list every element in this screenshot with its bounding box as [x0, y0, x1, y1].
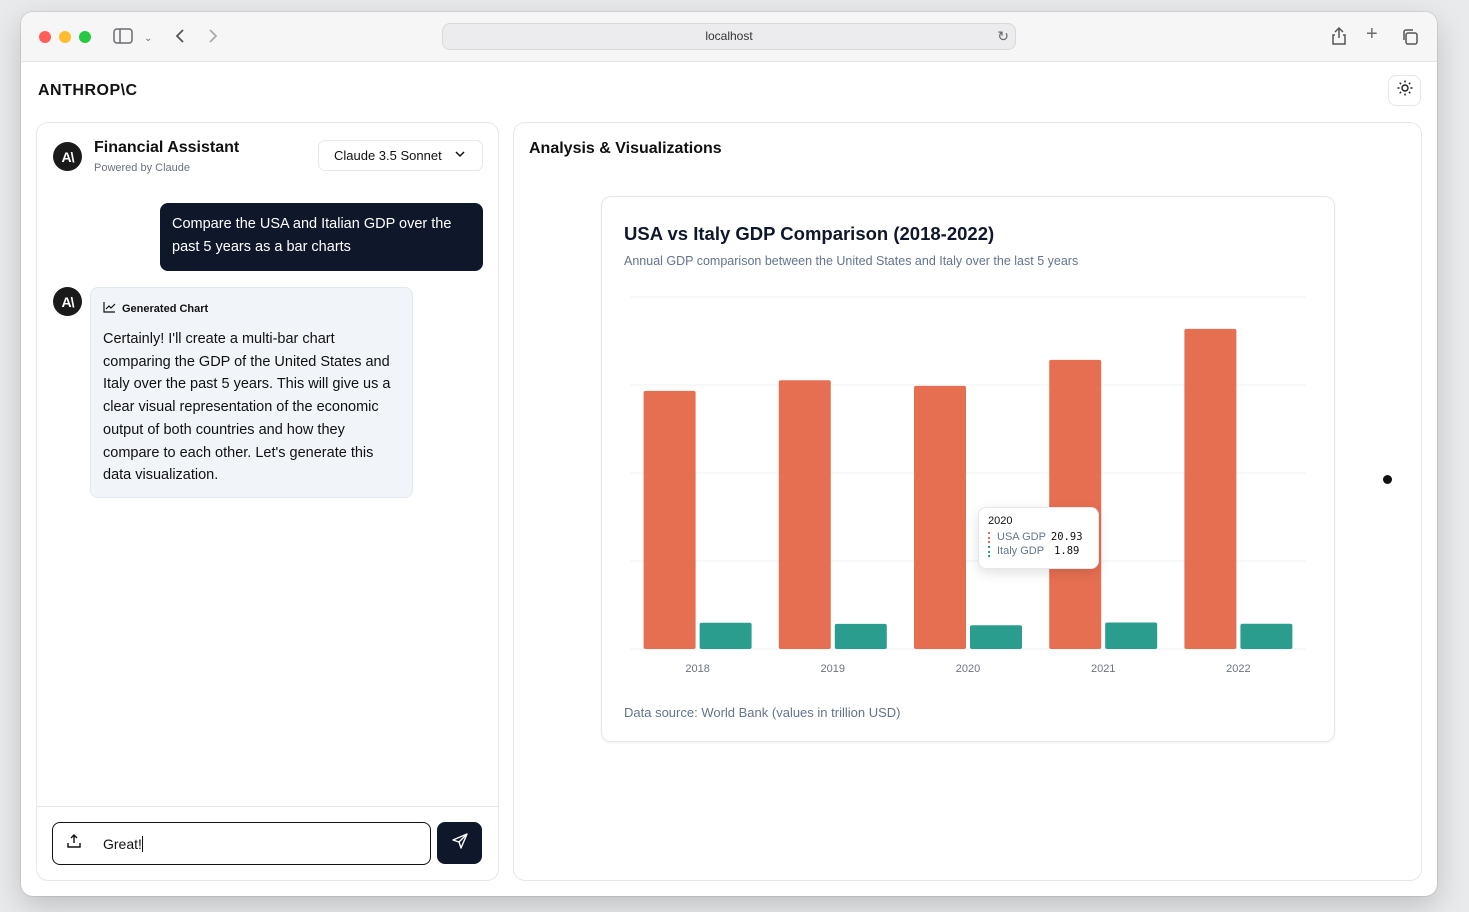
- assistant-subtitle: Powered by Claude: [94, 162, 191, 174]
- tooltip-category: 2020: [988, 515, 1013, 527]
- bar-usa-gdp-2021[interactable]: [1049, 359, 1102, 649]
- chart-subtitle: Annual GDP comparison between the United…: [624, 254, 1079, 268]
- chart-title: USA vs Italy GDP Comparison (2018-2022): [624, 223, 995, 244]
- assistant-message: Generated Chart Certainly! I'll create a…: [90, 287, 413, 498]
- chart-card: USA vs Italy GDP Comparison (2018-2022) …: [601, 196, 1335, 742]
- forward-icon[interactable]: [208, 28, 218, 48]
- tooltip-usa-name: USA GDP: [997, 531, 1046, 543]
- assistant-name: Financial Assistant: [94, 139, 240, 156]
- theme-toggle-button[interactable]: [1388, 75, 1421, 106]
- bar-usa-gdp-2020[interactable]: [914, 385, 966, 649]
- chevron-down-icon: [455, 141, 465, 170]
- message-input-value: Great!: [103, 836, 143, 852]
- bar-italy-gdp-2018[interactable]: [699, 622, 752, 649]
- tooltip-italy-value: 1.89: [1054, 545, 1080, 557]
- chevron-down-icon[interactable]: ⌄: [144, 33, 153, 44]
- bar-italy-gdp-2020[interactable]: [970, 625, 1022, 649]
- url-text: localhost: [705, 29, 753, 43]
- tooltip-italy-marker: [988, 545, 991, 557]
- sun-icon: [1397, 80, 1413, 101]
- cursor-dot: [1383, 475, 1392, 484]
- send-icon: [451, 832, 468, 854]
- tooltip-usa-value: 20.93: [1050, 531, 1083, 543]
- assistant-message-text: Certainly! I'll create a multi-bar chart…: [103, 331, 391, 484]
- minimize-window-button[interactable]: [59, 31, 71, 43]
- assistant-avatar: A\: [53, 142, 82, 171]
- composer-divider: [37, 806, 498, 807]
- anthropic-logo: ANTHROP\C: [38, 82, 138, 99]
- x-tick-label: 2020: [956, 663, 980, 675]
- sidebar-toggle-icon[interactable]: [113, 28, 133, 48]
- bar-usa-gdp-2022[interactable]: [1184, 328, 1237, 649]
- maximize-window-button[interactable]: [79, 31, 91, 43]
- new-tab-icon[interactable]: +: [1366, 23, 1378, 45]
- bar-italy-gdp-2022[interactable]: [1240, 623, 1293, 649]
- tab-overview-icon[interactable]: [1401, 28, 1419, 50]
- reload-icon[interactable]: ↻: [997, 28, 1009, 44]
- upload-icon[interactable]: [67, 834, 81, 852]
- model-select-value: Claude 3.5 Sonnet: [334, 148, 442, 163]
- bar-chart[interactable]: 2018 2019 2020 2021 2022: [602, 197, 1336, 697]
- model-select[interactable]: Claude 3.5 Sonnet: [318, 140, 483, 171]
- close-window-button[interactable]: [39, 31, 51, 43]
- browser-toolbar: ⌄ localhost ↻ +: [21, 12, 1437, 62]
- chart-tooltip: 2020 USA GDP 20.93 Italy GDP 1.89: [978, 507, 1099, 569]
- tooltip-row-usa: USA GDP 20.93: [988, 531, 1089, 543]
- bar-usa-gdp-2019[interactable]: [778, 380, 831, 649]
- chart-source: Data source: World Bank (values in trill…: [624, 705, 901, 720]
- bar-italy-gdp-2021[interactable]: [1105, 622, 1158, 649]
- chat-panel: A\ Financial Assistant Powered by Claude…: [36, 122, 499, 881]
- assistant-avatar: A\: [53, 287, 82, 316]
- user-message: Compare the USA and Italian GDP over the…: [160, 203, 483, 271]
- generated-chart-tag: Generated Chart: [103, 301, 400, 316]
- share-icon[interactable]: [1331, 26, 1347, 50]
- tooltip-row-italy: Italy GDP 1.89: [988, 545, 1089, 557]
- x-tick-label: 2022: [1226, 663, 1250, 675]
- tooltip-italy-name: Italy GDP: [997, 545, 1045, 557]
- bar-usa-gdp-2018[interactable]: [643, 390, 696, 649]
- generated-chart-label: Generated Chart: [122, 302, 209, 315]
- tooltip-usa-marker: [988, 531, 991, 543]
- visualization-panel: Analysis & Visualizations USA vs Italy G…: [513, 122, 1422, 881]
- message-input[interactable]: Great!: [52, 822, 431, 865]
- address-bar[interactable]: localhost ↻: [442, 23, 1016, 50]
- x-tick-label: 2018: [685, 663, 709, 675]
- x-tick-label: 2019: [821, 663, 845, 675]
- x-tick-label: 2021: [1091, 663, 1115, 675]
- send-button[interactable]: [437, 822, 482, 864]
- back-icon[interactable]: [175, 28, 185, 48]
- bar-italy-gdp-2019[interactable]: [834, 623, 887, 649]
- panel-title: Analysis & Visualizations: [529, 140, 722, 157]
- browser-window: ⌄ localhost ↻ + ANTHROP\C A\ Financial A…: [21, 12, 1437, 896]
- line-chart-icon: [103, 301, 116, 316]
